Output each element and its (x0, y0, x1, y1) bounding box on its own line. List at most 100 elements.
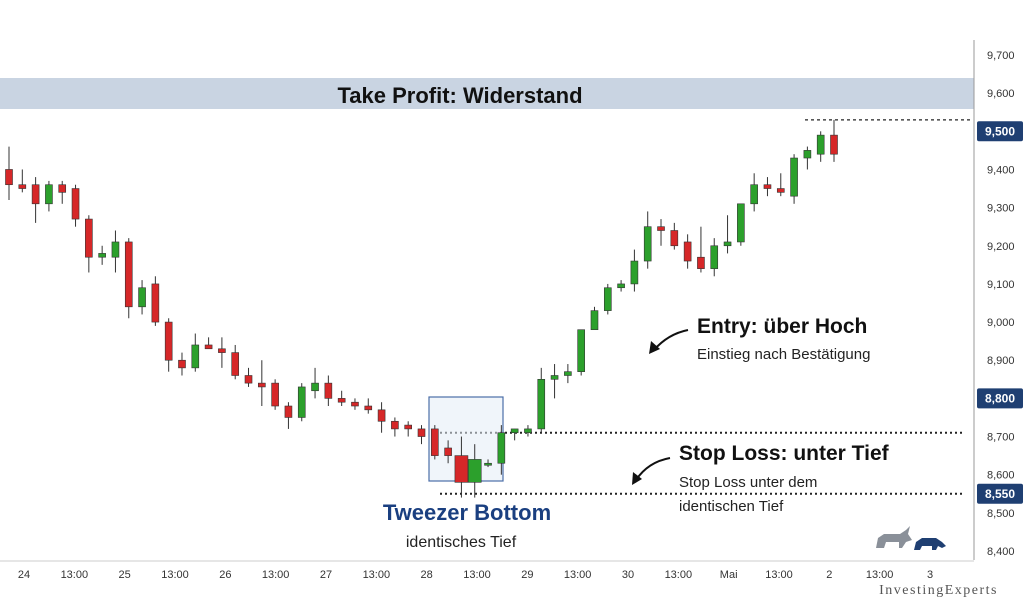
candle (364, 398, 373, 414)
candle-body (311, 382, 319, 392)
candle (723, 215, 732, 254)
entry-title: Entry: über Hoch (697, 315, 867, 338)
stop-loss-subtitle-line1: Stop Loss unter dem (679, 474, 817, 491)
candle-body (258, 382, 266, 388)
candle (454, 436, 469, 498)
candle (111, 230, 120, 273)
candle (138, 280, 146, 315)
x-tick-label: 30 (622, 569, 634, 581)
x-tick-label: 25 (119, 569, 131, 581)
candle-body (590, 310, 599, 331)
candle-body (391, 420, 399, 430)
y-tick-label: 9,100 (987, 279, 1015, 291)
candle (244, 367, 253, 387)
candle-body (497, 432, 506, 464)
candle (58, 180, 67, 204)
candle (377, 402, 386, 433)
candle (617, 280, 625, 292)
price-badge-bg (977, 388, 1023, 409)
candle-body (204, 344, 213, 350)
x-tick-label: 13:00 (61, 569, 89, 581)
brand-logo: InvestingExperts (879, 583, 998, 598)
candle (18, 169, 27, 193)
candle-body (45, 184, 53, 205)
candle-body (271, 382, 279, 407)
candle (643, 211, 652, 269)
bull-bear-logo (876, 526, 946, 550)
candle (737, 203, 745, 246)
candle-body (670, 230, 679, 247)
candle (124, 238, 133, 319)
candle-body (231, 352, 240, 376)
candle-body (657, 226, 665, 231)
candle (178, 352, 186, 376)
candle-body (218, 348, 226, 353)
price-badge-label: 8,800 (985, 391, 1015, 405)
candle-body (697, 256, 705, 269)
entry-arrowhead-icon (649, 341, 660, 354)
candle-body (737, 203, 745, 243)
y-tick-label: 8,900 (987, 355, 1015, 367)
x-tick-label: 13:00 (363, 569, 391, 581)
price-badge-bg (977, 483, 1023, 504)
candle (45, 180, 53, 212)
candle (444, 440, 452, 464)
candle (311, 367, 319, 399)
candle-body (444, 447, 452, 456)
candle (710, 238, 719, 277)
candle (191, 333, 200, 372)
candle-body (816, 134, 825, 155)
candle (790, 154, 798, 204)
candle (657, 219, 665, 246)
candle (803, 146, 812, 170)
candle (297, 383, 306, 422)
candle-body (151, 283, 160, 323)
stop-loss-subtitle-line2: identischen Tief (679, 498, 784, 515)
x-tick-label: 28 (421, 569, 433, 581)
candle-body (564, 371, 572, 376)
x-tick-label: 2 (826, 569, 832, 581)
price-badge: 9,500 (977, 121, 1023, 142)
x-tick-label: 29 (521, 569, 533, 581)
candle-body (603, 287, 612, 311)
candle (776, 173, 785, 197)
candle-body (510, 428, 519, 434)
y-tick-label: 8,400 (987, 546, 1015, 558)
take-profit-label: Take Profit: Widerstand (337, 83, 582, 108)
x-tick-label: 13:00 (765, 569, 793, 581)
candle-body (18, 184, 27, 189)
candles (5, 119, 838, 498)
candle (351, 398, 359, 410)
bull-icon (876, 526, 912, 548)
candle (417, 425, 426, 445)
candle-body (124, 241, 133, 308)
x-tick-label: 27 (320, 569, 332, 581)
candle (258, 360, 266, 407)
candle (151, 276, 160, 326)
candle (550, 364, 559, 399)
candle (337, 390, 346, 407)
y-tick-label: 9,000 (987, 317, 1015, 329)
bear-icon (914, 538, 946, 550)
price-badge: 8,800 (977, 388, 1023, 409)
candle-body (803, 150, 812, 159)
candle-body (85, 218, 93, 258)
candle-body (467, 459, 482, 483)
candle-body (111, 241, 120, 258)
candle-body (297, 386, 306, 418)
candle (484, 459, 492, 468)
candle (697, 226, 705, 273)
candle (31, 177, 40, 223)
candle-body (537, 379, 546, 430)
y-tick-label: 9,600 (987, 88, 1015, 100)
candle-body (750, 184, 758, 205)
candle (467, 444, 482, 498)
candle (284, 402, 293, 429)
candle-body (164, 321, 173, 361)
candle (391, 417, 399, 437)
y-tick-label: 9,300 (987, 203, 1015, 215)
candle-body (31, 184, 40, 205)
candle (71, 184, 80, 227)
tweezer-title: Tweezer Bottom (383, 500, 551, 525)
